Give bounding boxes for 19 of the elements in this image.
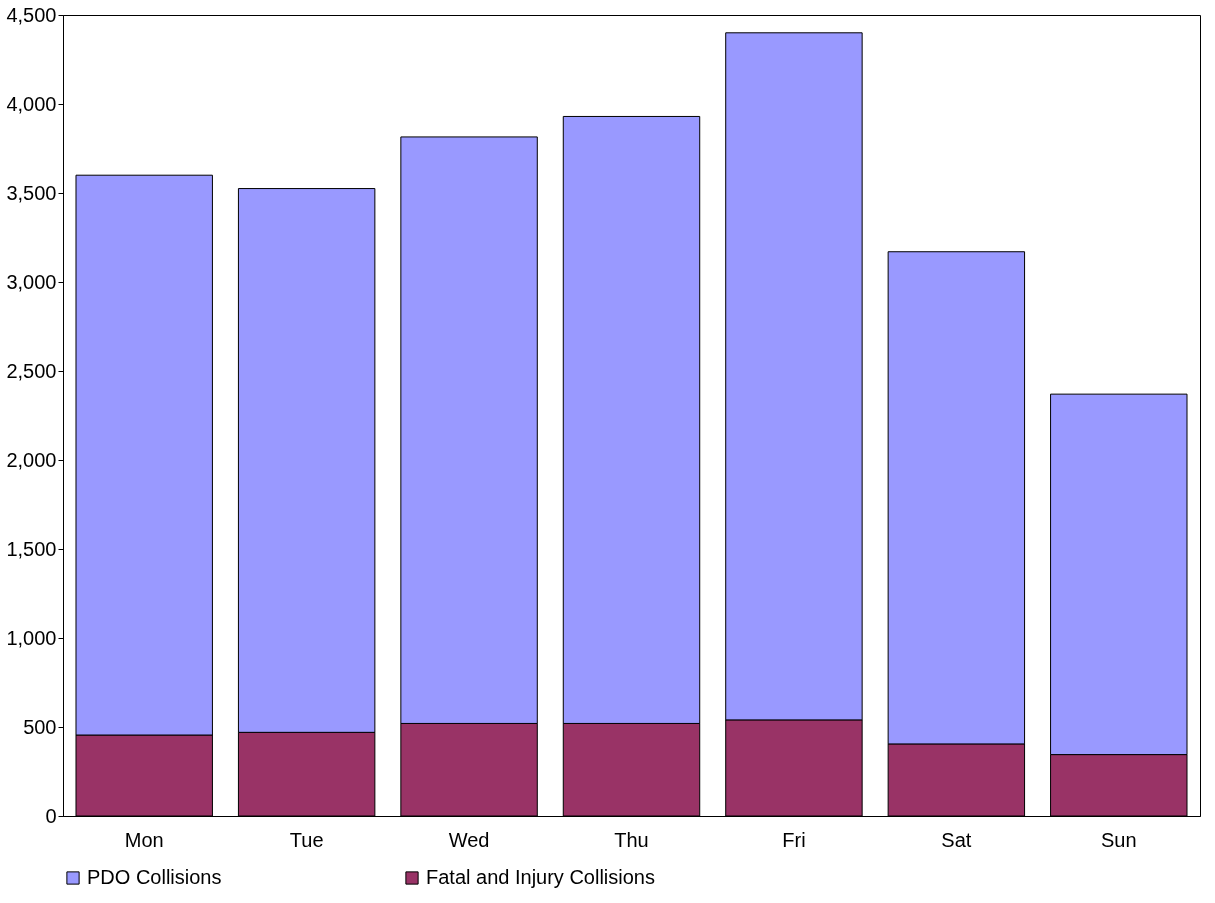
x-tick-label: Sun xyxy=(1100,828,1137,851)
y-tick-label: 1,500 xyxy=(6,537,57,560)
x-tick-label: Thu xyxy=(614,828,649,851)
y-tick-label: 500 xyxy=(23,715,57,738)
y-tick-label: 3,500 xyxy=(6,181,57,204)
y-tick-label: 2,500 xyxy=(6,359,57,382)
y-tick-label: 4,000 xyxy=(6,92,57,115)
x-tick-label: Sat xyxy=(941,828,972,851)
y-tick-label: 0 xyxy=(45,804,57,827)
y-tick-label: 1,000 xyxy=(6,626,57,649)
y-tick-label: 2,000 xyxy=(6,448,57,471)
legend-label: PDO Collisions xyxy=(87,866,222,888)
y-tick-label: 3,000 xyxy=(6,270,57,293)
x-tick-label: Wed xyxy=(448,828,490,851)
legend-label: Fatal and Injury Collisions xyxy=(426,866,655,888)
y-tick-label: 4,500 xyxy=(6,3,57,26)
x-tick-label: Fri xyxy=(782,828,806,851)
x-tick-label: Mon xyxy=(124,828,164,851)
x-tick-label: Tue xyxy=(289,828,324,851)
